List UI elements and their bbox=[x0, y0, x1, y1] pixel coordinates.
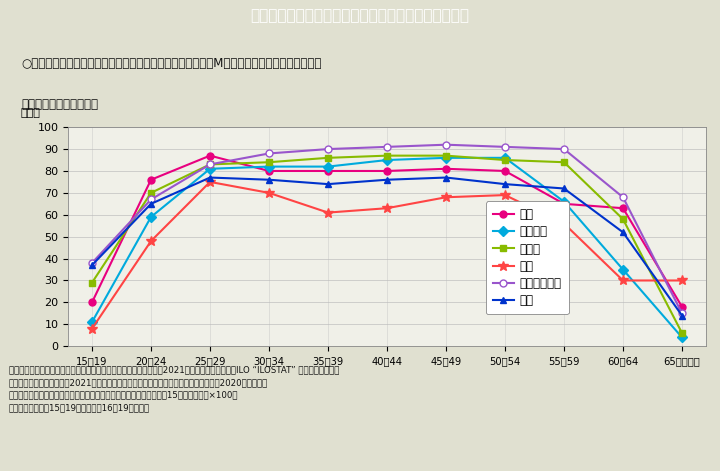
ドイツ bbox=[678, 330, 686, 336]
Line: 韓国: 韓国 bbox=[87, 177, 687, 333]
Text: ○我が国の女性の年齢階級別労働力率のグラフ全体の形は、M字型から先進諸国で見られる台: ○我が国の女性の年齢階級別労働力率のグラフ全体の形は、M字型から先進諸国で見られ… bbox=[22, 57, 322, 70]
米国 bbox=[559, 186, 568, 191]
日本 bbox=[265, 168, 274, 174]
スウェーデン bbox=[441, 142, 450, 147]
韓国 bbox=[441, 195, 450, 200]
スウェーデン bbox=[678, 310, 686, 316]
韓国 bbox=[500, 192, 509, 198]
米国 bbox=[265, 177, 274, 183]
ドイツ bbox=[88, 280, 96, 285]
スウェーデン bbox=[383, 144, 392, 150]
フランス bbox=[678, 334, 686, 340]
Line: スウェーデン: スウェーデン bbox=[89, 141, 685, 317]
日本 bbox=[678, 304, 686, 309]
日本 bbox=[618, 205, 627, 211]
ドイツ bbox=[500, 157, 509, 163]
フランス bbox=[441, 155, 450, 161]
米国 bbox=[206, 175, 215, 180]
スウェーデン bbox=[559, 146, 568, 152]
韓国 bbox=[383, 205, 392, 211]
フランス bbox=[265, 164, 274, 170]
米国 bbox=[678, 313, 686, 318]
米国 bbox=[88, 262, 96, 268]
韓国 bbox=[678, 278, 686, 284]
フランス bbox=[618, 267, 627, 272]
米国 bbox=[500, 181, 509, 187]
韓国 bbox=[265, 190, 274, 196]
フランス bbox=[559, 199, 568, 204]
フランス bbox=[383, 157, 392, 163]
米国 bbox=[618, 229, 627, 235]
ドイツ bbox=[559, 159, 568, 165]
ドイツ bbox=[324, 155, 333, 161]
Line: ドイツ: ドイツ bbox=[89, 152, 685, 336]
Line: 米国: 米国 bbox=[89, 174, 685, 319]
日本 bbox=[88, 300, 96, 305]
Text: （備考）１．日本は総務省『労働力調査（基本集計）』（令和３（2021）年）、その他の国はILO “ILOSTAT” より作成。韓国、
　　　　　米国は令和３（2: （備考）１．日本は総務省『労働力調査（基本集計）』（令和３（2021）年）、その… bbox=[9, 365, 339, 413]
ドイツ bbox=[618, 216, 627, 222]
スウェーデン bbox=[324, 146, 333, 152]
米国 bbox=[383, 177, 392, 183]
ドイツ bbox=[206, 162, 215, 167]
フランス bbox=[147, 214, 156, 220]
米国 bbox=[441, 175, 450, 180]
フランス bbox=[88, 319, 96, 325]
スウェーデン bbox=[500, 144, 509, 150]
日本 bbox=[147, 177, 156, 183]
スウェーデン bbox=[147, 196, 156, 202]
ドイツ bbox=[383, 153, 392, 158]
Text: （％）: （％） bbox=[21, 108, 40, 118]
日本 bbox=[559, 201, 568, 207]
日本 bbox=[383, 168, 392, 174]
韓国 bbox=[324, 210, 333, 215]
スウェーデン bbox=[265, 151, 274, 156]
フランス bbox=[324, 164, 333, 170]
Line: フランス: フランス bbox=[89, 154, 685, 341]
フランス bbox=[206, 166, 215, 171]
スウェーデン bbox=[88, 260, 96, 266]
Line: 日本: 日本 bbox=[89, 152, 685, 310]
米国 bbox=[324, 181, 333, 187]
日本 bbox=[206, 153, 215, 158]
韓国 bbox=[147, 238, 156, 244]
Legend: 日本, フランス, ドイツ, 韓国, スウェーデン, 米国: 日本, フランス, ドイツ, 韓国, スウェーデン, 米国 bbox=[485, 201, 569, 314]
スウェーデン bbox=[206, 162, 215, 167]
スウェーデン bbox=[618, 195, 627, 200]
韓国 bbox=[88, 326, 96, 332]
Text: ２－５図　主要国における女性の年齢階級別労働力率: ２－５図 主要国における女性の年齢階級別労働力率 bbox=[251, 8, 469, 23]
ドイツ bbox=[441, 153, 450, 158]
ドイツ bbox=[265, 159, 274, 165]
日本 bbox=[324, 168, 333, 174]
Text: 形に近づきつつある。: 形に近づきつつある。 bbox=[22, 98, 99, 111]
日本 bbox=[500, 168, 509, 174]
韓国 bbox=[618, 278, 627, 284]
ドイツ bbox=[147, 190, 156, 196]
フランス bbox=[500, 155, 509, 161]
米国 bbox=[147, 201, 156, 207]
韓国 bbox=[206, 179, 215, 185]
日本 bbox=[441, 166, 450, 171]
韓国 bbox=[559, 221, 568, 227]
